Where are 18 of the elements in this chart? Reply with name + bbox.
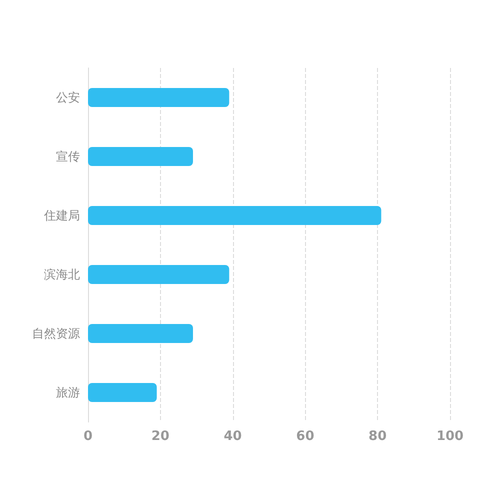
bar xyxy=(88,324,193,343)
bar xyxy=(88,265,230,284)
bar xyxy=(88,206,382,225)
y-tick-label: 宣传 xyxy=(56,150,80,164)
y-tick-label: 旅游 xyxy=(56,386,80,400)
x-tick-label: 60 xyxy=(296,429,314,444)
y-tick-label: 公安 xyxy=(56,90,80,104)
x-tick-label: 80 xyxy=(368,429,387,444)
bar xyxy=(88,88,230,107)
bar xyxy=(88,147,193,166)
y-tick-label: 住建局 xyxy=(43,208,80,222)
y-tick-label: 滨海北 xyxy=(44,268,80,282)
x-tick-label: 20 xyxy=(151,429,170,444)
x-tick-label: 100 xyxy=(436,429,464,444)
x-tick-label: 0 xyxy=(83,429,93,444)
x-tick-label: 40 xyxy=(224,429,242,444)
bar xyxy=(88,383,157,402)
y-tick-label: 自然资源 xyxy=(32,326,80,340)
